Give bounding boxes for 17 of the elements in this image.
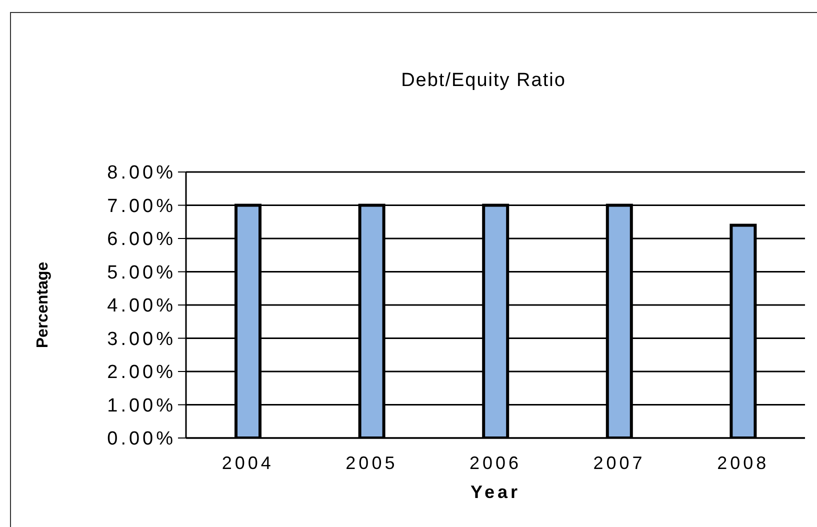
y-axis-title: Percentage <box>34 262 52 348</box>
y-tick-label: 4.00% <box>107 296 176 317</box>
y-tick-label: 0.00% <box>107 428 176 450</box>
x-tick-label: 2008 <box>717 452 770 473</box>
y-tick-label: 5.00% <box>107 262 176 284</box>
x-tick-label: 2004 <box>222 452 274 473</box>
y-tick-label: 2.00% <box>107 362 176 384</box>
x-tick-label: 2007 <box>593 452 646 473</box>
x-tick-label: 2005 <box>346 452 398 473</box>
x-tick-label: 2006 <box>469 452 522 473</box>
x-axis-title: Year <box>470 482 521 502</box>
y-tick-label: 6.00% <box>107 229 176 250</box>
y-tick-label: 7.00% <box>107 196 176 217</box>
chart-title: Debt/Equity Ratio <box>400 70 567 92</box>
y-tick-label: 3.00% <box>107 328 176 350</box>
y-tick-label: 8.00% <box>107 162 176 184</box>
y-tick-label: 1.00% <box>107 395 176 416</box>
